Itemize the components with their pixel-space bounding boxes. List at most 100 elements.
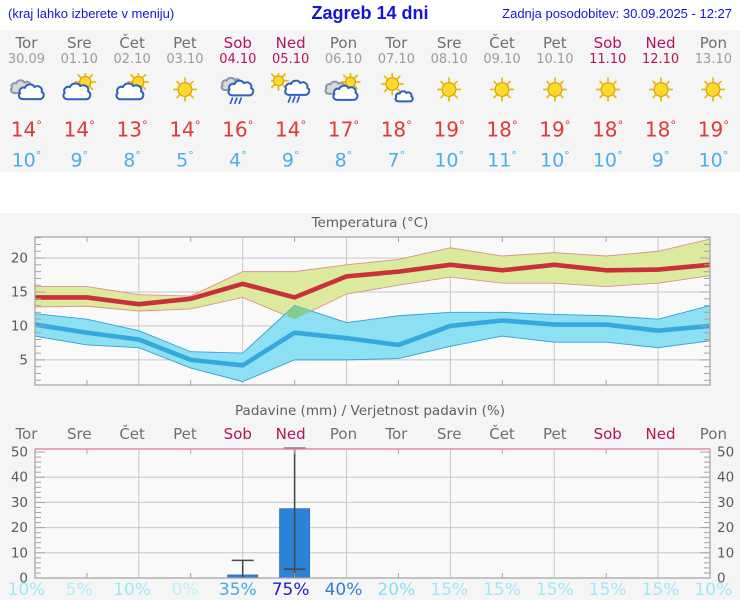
day-date: 13.10 (694, 52, 732, 67)
day-date: 11.10 (589, 52, 627, 67)
forecast-day-column: Sre 08.10 19° 10° (423, 30, 476, 172)
precip-y-tick-label-left: 10 (11, 545, 28, 561)
precip-y-tick-label-left: 20 (11, 520, 28, 536)
day-name: Pon (329, 34, 358, 52)
day-date: 04.10 (219, 52, 257, 67)
precip-y-tick-label-right: 0 (717, 571, 726, 584)
day-name: Ned (645, 34, 676, 52)
precip-day-label: Sob (223, 425, 252, 443)
precip-y-tick-label-right: 50 (717, 445, 734, 461)
precip-y-tick-label-left: 40 (11, 470, 28, 486)
precip-probability: 10% (7, 580, 46, 600)
precip-y-tick-label-left: 30 (11, 495, 28, 511)
menu-hint: (kraj lahko izberete v meniju) (8, 6, 175, 21)
precip-day-label: Ned (645, 425, 676, 443)
page-title: Zagreb 14 dni (311, 3, 429, 23)
low-temp: 7° (387, 148, 406, 171)
low-temp: 9° (651, 148, 670, 171)
temperature-chart: 5 10 15 20 (11, 236, 711, 386)
precip-y-tick-label-right: 20 (717, 520, 734, 536)
high-temp: 18° (644, 117, 677, 142)
day-name: Pet (543, 34, 567, 52)
sun-rain-icon (264, 70, 317, 111)
low-temp: 10° (540, 148, 570, 171)
precip-probability: 35% (218, 580, 257, 600)
low-temp: 8° (123, 148, 141, 171)
day-name: Sob (593, 34, 622, 52)
precip-probability-row: 10% 5% 10% 0% 35% 75% 40% 20% 15% 15% 15% 15% 15% 10% (0, 580, 740, 600)
low-temp: 9° (281, 148, 300, 171)
day-date: 08.10 (430, 52, 468, 67)
high-temp: 17° (327, 117, 360, 142)
forecast-day-column: Ned 12.10 18° 9° (634, 30, 687, 172)
forecast-day-column: Pet 10.10 19° 10° (528, 30, 581, 172)
day-date: 03.10 (166, 52, 204, 67)
forecast-day-column: Čet 02.10 13° 8° (106, 30, 159, 172)
rain-icon (211, 73, 264, 111)
day-name: Sob (223, 34, 252, 52)
precip-day-label: Ned (275, 425, 306, 443)
high-temp: 18° (486, 117, 518, 142)
sunny-small-cloud-icon (370, 72, 423, 111)
day-name: Ned (275, 34, 306, 52)
sunny-icon (687, 73, 740, 111)
temperature-chart-title: Temperatura (°C) (311, 215, 429, 231)
sun-cloud-icon (53, 71, 106, 111)
temp-y-tick-label: 5 (19, 352, 28, 368)
high-temp: 14° (10, 117, 43, 142)
day-date: 06.10 (324, 52, 363, 67)
day-date: 07.10 (377, 52, 415, 67)
precip-day-label: Čet (119, 425, 145, 443)
precip-day-label: Čet (489, 425, 515, 443)
day-name: Tor (15, 34, 38, 52)
sunny-icon (476, 73, 529, 111)
high-temp: 16° (222, 117, 254, 142)
precip-y-tick-label-left: 50 (11, 445, 28, 461)
precip-day-label: Tor (385, 425, 408, 443)
precip-day-label: Pet (543, 425, 567, 443)
day-name: Čet (489, 34, 515, 52)
sunny-icon (159, 73, 212, 111)
precip-day-label: Pon (329, 425, 358, 443)
high-temp: 13° (116, 117, 148, 142)
low-temp: 11° (487, 148, 517, 171)
forecast-day-column: Pet 03.10 14° 5° (159, 30, 212, 172)
day-name: Sre (66, 34, 92, 52)
last-update: Zadnja posodobitev: 30.09.2025 - 12:27 (502, 6, 732, 21)
precip-day-label: Tor (15, 425, 38, 443)
precip-day-label: Sre (66, 425, 92, 443)
low-temp: 4° (228, 148, 247, 171)
high-temp: 19° (433, 117, 465, 142)
precip-probability: 0% (171, 580, 199, 600)
band-overlap-region (286, 305, 311, 320)
day-name: Pet (173, 34, 197, 52)
cloud-sun-icon (317, 71, 370, 111)
day-name: Pon (699, 34, 727, 52)
cloudy-icon (0, 73, 53, 111)
day-date: 05.10 (272, 52, 310, 67)
low-temp: 9° (70, 148, 89, 171)
high-temp: 14° (63, 117, 95, 142)
forecast-day-column: Pon 06.10 17° 8° (317, 30, 370, 172)
high-temp: 14° (169, 117, 201, 142)
temp-y-tick-label: 20 (11, 251, 28, 267)
sunny-icon (423, 73, 476, 111)
temp-y-tick-label: 10 (11, 318, 28, 334)
precip-y-tick-label-right: 10 (717, 545, 734, 561)
sun-cloud-icon (106, 71, 159, 111)
precip-probability: 5% (65, 580, 93, 600)
high-temp: 18° (380, 117, 412, 142)
temp-y-tick-label: 15 (11, 284, 28, 300)
day-name: Čet (119, 34, 145, 52)
precip-day-label: Sob (593, 425, 622, 443)
precipitation-chart: 0 0 10 10 20 20 30 30 40 40 50 50 (11, 445, 734, 584)
precip-day-label: Pet (173, 425, 197, 443)
day-date: 02.10 (113, 52, 151, 67)
precip-probability: 15% (535, 580, 574, 600)
day-name: Sre (436, 34, 462, 52)
forecast-strip: Tor 30.09 14° 10° Sre 01.10 14° 9° Čet 02.10 13° 8°… (0, 30, 740, 172)
low-temp: 10° (434, 148, 465, 171)
low-temp: 8° (334, 148, 353, 171)
